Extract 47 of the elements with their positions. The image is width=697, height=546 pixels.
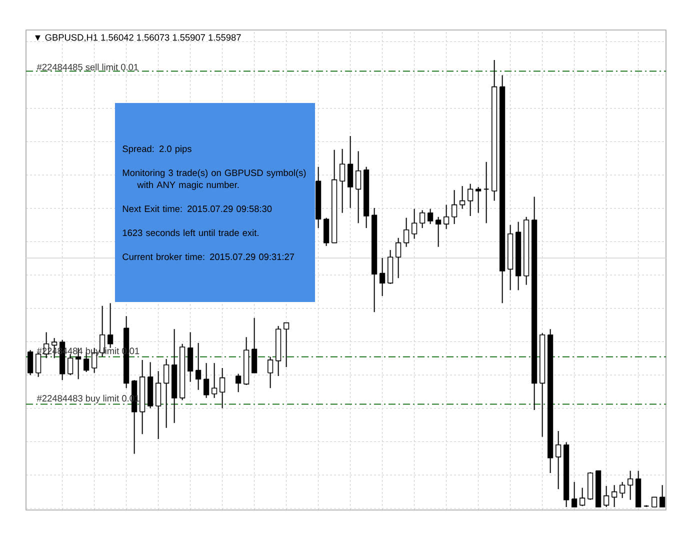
candlestick <box>220 367 226 409</box>
annotation: Spread: 2.0 pips <box>122 145 192 154</box>
candlestick <box>420 210 426 229</box>
candlestick <box>612 484 618 508</box>
candlestick <box>268 356 274 389</box>
candlestick <box>356 150 362 224</box>
candlestick <box>652 496 658 508</box>
candlestick <box>252 317 258 374</box>
annotation: Monitoring 3 trade(s) on GBPUSD symbol(s) with ANY magic number. <box>122 169 306 190</box>
candlestick <box>436 216 442 248</box>
annotation: Current broker time: 2015.07.29 09:31:27 <box>122 253 294 260</box>
candlestick <box>340 148 346 214</box>
candlestick <box>468 183 474 216</box>
candlestick <box>284 322 290 368</box>
candlestick <box>236 373 242 393</box>
candlestick <box>556 430 562 490</box>
candlestick <box>412 208 418 240</box>
candlestick <box>212 362 218 398</box>
candlestick <box>108 302 114 348</box>
candlestick <box>348 135 354 208</box>
candlestick <box>460 186 466 210</box>
annotation: Next Exit time: 2015.07.29 09:58:30 <box>122 205 272 212</box>
candlestick <box>156 370 162 440</box>
candlestick <box>68 354 74 376</box>
candlestick <box>380 258 386 297</box>
ref-line-label: #22484485 sell limit 0.01 <box>36 64 138 70</box>
candlestick <box>324 217 330 246</box>
candlestick <box>604 485 610 508</box>
candlestick <box>580 487 586 507</box>
candlestick <box>404 217 410 248</box>
candlestick <box>476 186 482 214</box>
candlestick <box>196 342 202 390</box>
candlestick <box>444 204 450 230</box>
candlestick <box>164 358 170 428</box>
candlestick <box>620 481 626 499</box>
candlestick <box>204 362 210 398</box>
candlestick <box>572 481 578 508</box>
candlestick <box>452 190 458 225</box>
candlestick <box>428 208 434 225</box>
candlestick <box>660 484 666 508</box>
chart-title: ▼ GBPUSD,H1 1.56042 1.56073 1.55907 1.55987 <box>35 34 241 42</box>
candlestick <box>188 332 194 382</box>
annotation: 1623 seconds left until trade exit. <box>122 229 258 236</box>
candlestick <box>28 350 34 376</box>
candlestick <box>628 470 634 500</box>
candlestick <box>396 237 402 279</box>
candlestick <box>483 161 490 224</box>
